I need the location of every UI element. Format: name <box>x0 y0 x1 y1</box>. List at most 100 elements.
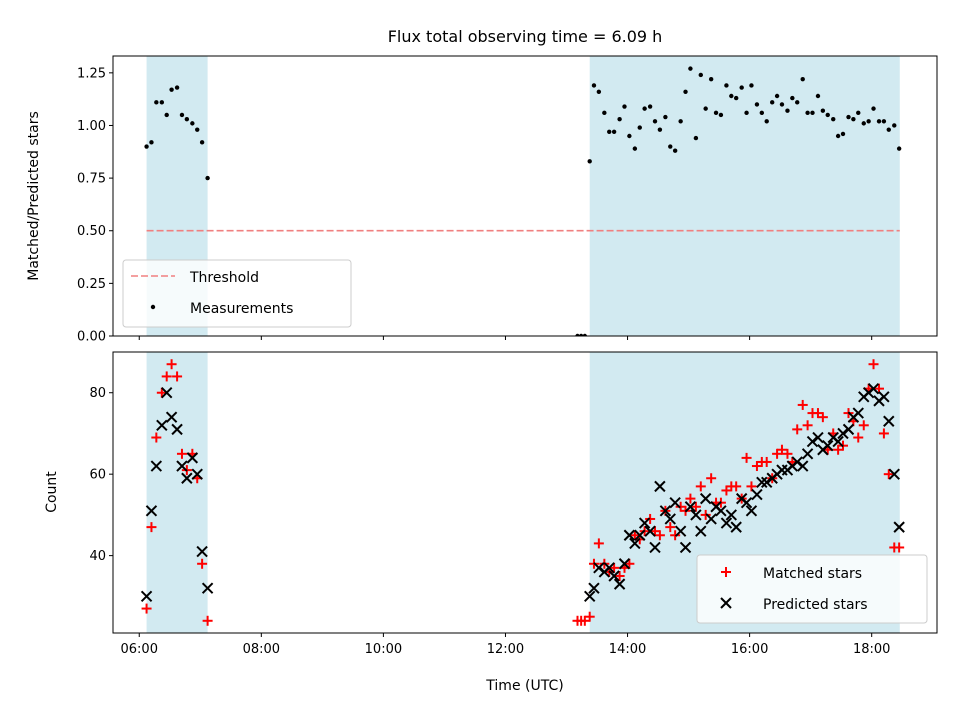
predicted-star-point <box>684 501 697 513</box>
measurement-point <box>582 333 588 336</box>
predicted-star-point <box>201 582 214 594</box>
matched-star-point <box>609 562 620 573</box>
matched-star-point <box>797 399 808 410</box>
measurement-point <box>637 125 642 130</box>
measurement-point <box>861 121 866 126</box>
bottom-legend-box <box>696 554 928 624</box>
predicted-star-point <box>720 517 733 529</box>
predicted-star-point <box>664 513 676 525</box>
predicted-star-point <box>186 452 199 464</box>
matched-star-point <box>690 501 701 512</box>
bottom-legend: Matched stars Predicted stars <box>696 554 928 624</box>
measurement-point <box>617 116 622 122</box>
measurement-point <box>596 89 602 94</box>
xlabel: Time (UTC) <box>485 678 563 694</box>
measurement-point <box>892 123 897 128</box>
predicted-star-point <box>699 492 712 505</box>
y-tick-label: 40 <box>89 549 106 564</box>
top-legend-box <box>122 259 352 328</box>
legend-predicted-swatch <box>720 597 732 609</box>
legend-predicted-label: Predicted stars <box>763 597 868 613</box>
measurement-point <box>759 110 765 116</box>
matched-star-point <box>782 448 793 459</box>
matched-star-point <box>858 420 869 431</box>
predicted-star-point <box>740 496 753 509</box>
measurement-point <box>698 72 703 78</box>
predicted-star-point <box>690 509 702 521</box>
matched-star-point <box>176 448 187 459</box>
measurement-point <box>764 119 769 124</box>
measurement-point <box>739 85 744 90</box>
predicted-star-point <box>832 435 844 448</box>
measurement-point <box>642 106 647 111</box>
measurement-point <box>866 119 871 124</box>
predicted-star-point <box>695 525 707 537</box>
predicted-star-point <box>842 423 855 436</box>
predicted-star-point <box>649 541 661 554</box>
matched-star-point <box>166 359 177 370</box>
measurement-point <box>169 87 174 92</box>
predicted-star-point <box>603 562 615 574</box>
predicted-star-point <box>196 545 208 558</box>
matched-star-point <box>654 530 665 541</box>
predicted-star-point <box>679 541 692 554</box>
predicted-star-point <box>176 460 188 472</box>
measurement-point <box>602 110 607 116</box>
matched-star-point <box>151 432 162 443</box>
measurement-point <box>770 100 775 105</box>
predicted-star-point <box>674 525 687 537</box>
top-legend: Threshold Measurements <box>122 259 352 328</box>
measurement-point <box>810 110 815 116</box>
measurement-point <box>179 112 185 118</box>
matched-star-point <box>197 558 208 569</box>
y-tick-label: 0.25 <box>77 277 106 292</box>
matched-star-point <box>624 558 635 569</box>
matched-star-point <box>883 469 894 480</box>
top-shaded-intervals <box>146 56 900 336</box>
measurement-point <box>886 127 891 132</box>
measurement-point <box>195 127 200 132</box>
chart-title: Flux total observing time = 6.09 h <box>388 27 663 46</box>
x-tick-label: 06:00 <box>121 642 158 657</box>
bottom-y-axis: 40 60 80 <box>89 386 113 564</box>
measurement-point <box>611 129 617 134</box>
measurement-point <box>825 112 830 118</box>
matched-star-point <box>761 456 772 467</box>
measurement-point <box>647 104 653 109</box>
shaded-interval-0 <box>146 352 208 633</box>
y-tick-label: 60 <box>89 468 106 483</box>
legend-measurements-label: Measurements <box>190 301 293 317</box>
measurement-point <box>652 119 658 124</box>
matched-star-point <box>746 481 757 492</box>
predicted-star-point <box>588 582 600 594</box>
measurement-point <box>790 95 795 101</box>
shaded-interval-1 <box>589 56 900 336</box>
measurement-point <box>678 119 683 124</box>
matched-star-point <box>146 522 157 533</box>
matched-star-point <box>172 371 183 382</box>
measurement-points <box>144 66 902 336</box>
y-tick-label: 0.75 <box>77 172 106 187</box>
predicted-star-point <box>583 590 596 603</box>
measurement-point <box>578 333 584 336</box>
measurement-point <box>708 76 714 82</box>
measurement-point <box>575 333 580 336</box>
measurement-point <box>785 108 790 113</box>
predicted-star-point <box>654 480 666 493</box>
y-tick-label: 0.00 <box>77 330 106 345</box>
measurement-point <box>876 119 882 124</box>
predicted-star-point <box>191 468 203 480</box>
matched-star-point <box>878 428 889 439</box>
measurement-point <box>663 114 668 120</box>
matched-star-point <box>731 481 742 492</box>
predicted-star-point <box>812 431 824 444</box>
predicted-star-point <box>837 427 849 440</box>
predicted-star-point <box>893 521 905 533</box>
top-y-axis: 0.00 0.25 0.50 0.75 1.00 1.25 <box>77 66 113 345</box>
y-tick-label: 1.25 <box>77 66 106 81</box>
predicted-star-point <box>161 387 173 399</box>
measurement-point <box>831 116 836 122</box>
measurement-point <box>632 146 638 151</box>
predicted-star-point <box>715 505 727 517</box>
